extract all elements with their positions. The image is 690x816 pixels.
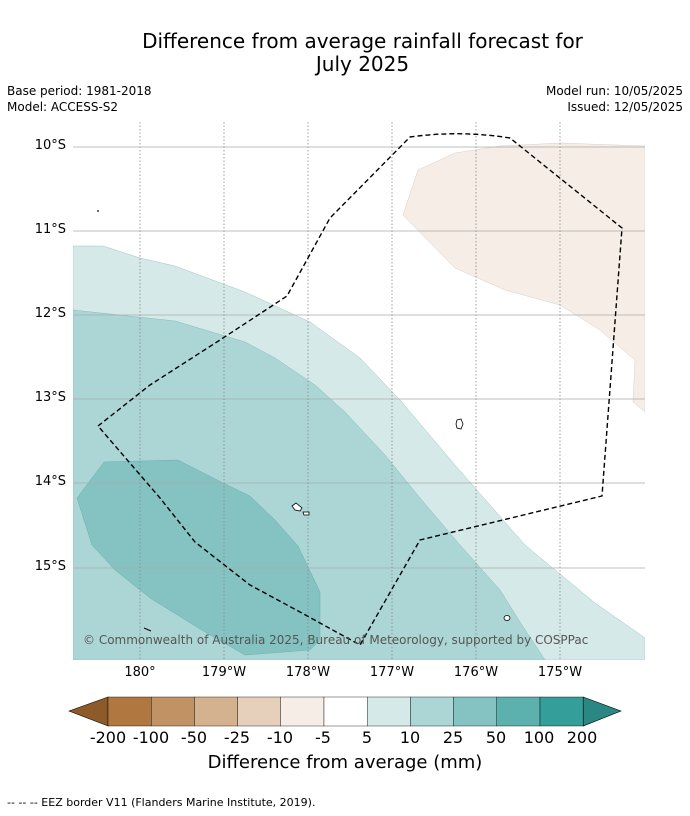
colorbar-cell	[323, 696, 368, 727]
model-name: Model: ACCESS-S2	[7, 100, 119, 114]
title-line-1: Difference from average rainfall forecas…	[142, 29, 583, 53]
colorbar-cell	[280, 696, 325, 727]
lon-label-179w: 179°W	[201, 665, 247, 680]
lon-label-175w: 175°W	[537, 665, 583, 680]
anomaly-region-minus-5	[402, 142, 645, 413]
meta-right: Model run: 10/05/2025 Issued: 12/05/2025	[546, 83, 683, 115]
colorbar-cell	[453, 696, 498, 727]
colorbar-tick-3: -50	[180, 728, 208, 747]
lat-label-13s: 13°S	[34, 390, 66, 405]
colorbar-cell	[107, 696, 152, 727]
colorbar-cell	[237, 696, 282, 727]
colorbar-tick-10: 50	[485, 728, 507, 747]
colorbar-cell	[410, 696, 454, 727]
colorbar-cell	[539, 696, 584, 727]
anomaly-region-25-50	[76, 459, 321, 656]
colorbar-tick-4: -25	[223, 728, 251, 747]
colorbar-cell	[194, 696, 238, 727]
island-southwest	[143, 627, 152, 632]
colorbar-tick-8: 10	[399, 728, 421, 747]
colorbar-extend-low	[68, 696, 109, 727]
lat-label-15s: 15°S	[34, 559, 66, 574]
map-title: Difference from average rainfall forecas…	[0, 30, 690, 76]
lat-label-10s: 10°S	[34, 138, 66, 153]
latitude-gridlines	[73, 146, 645, 569]
base-period: Base period: 1981-2018	[7, 84, 152, 98]
colorbar-tick-2: -100	[132, 728, 170, 747]
lat-label-12s: 12°S	[34, 306, 66, 321]
lon-label-178w: 178°W	[285, 665, 331, 680]
lat-label-11s: 11°S	[34, 222, 66, 237]
colorbar-extend-high	[582, 696, 622, 727]
longitude-gridlines	[139, 122, 561, 660]
colorbar-cell	[150, 696, 195, 727]
colorbar-tick-7: 5	[361, 728, 373, 747]
islet-northwest	[97, 210, 99, 212]
lon-label-176w: 176°W	[453, 665, 499, 680]
eez-legend-note: -- -- -- EEZ border V11 (Flanders Marine…	[7, 796, 316, 809]
colorbar-tick-6: -5	[315, 728, 331, 747]
island-central	[455, 418, 464, 430]
model-run: Model run: 10/05/2025	[545, 84, 683, 98]
island-southeast	[503, 615, 511, 621]
colorbar-tick-11: 100	[523, 728, 555, 747]
meta-left: Base period: 1981-2018 Model: ACCESS-S2	[7, 83, 152, 115]
colorbar-cell	[496, 696, 541, 727]
title-line-2: July 2025	[315, 52, 410, 76]
issued-date: Issued: 12/05/2025	[567, 100, 683, 114]
lon-label-177w: 177°W	[369, 665, 415, 680]
colorbar-tick-5: -10	[266, 728, 294, 747]
copyright-credit: © Commonwealth of Australia 2025, Bureau…	[83, 633, 589, 647]
lat-label-14s: 14°S	[34, 474, 66, 489]
island-west-small	[302, 511, 310, 516]
colorbar-tick-12: 200	[566, 728, 598, 747]
eez-border	[96, 133, 623, 646]
island-west	[291, 502, 303, 512]
colorbar-tick-1: -200	[89, 728, 127, 747]
colorbar-cell	[367, 696, 411, 727]
colorbar-tick-9: 25	[442, 728, 464, 747]
lon-label-180: 180°	[124, 665, 156, 680]
colorbar-label: Difference from average (mm)	[207, 752, 483, 773]
